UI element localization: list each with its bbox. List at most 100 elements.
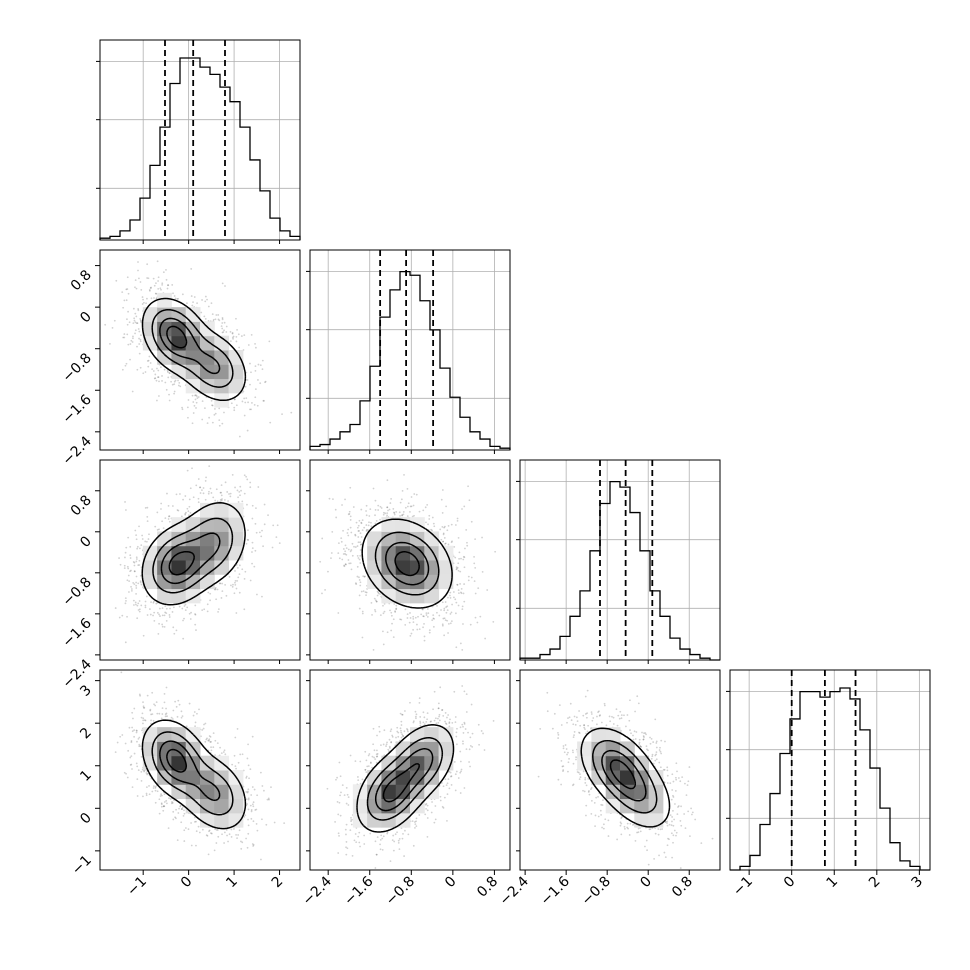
sample-point	[144, 507, 147, 509]
sample-point	[356, 565, 359, 568]
sample-point	[147, 277, 150, 280]
sample-point	[251, 402, 253, 404]
sample-point	[138, 600, 141, 602]
sample-point	[160, 717, 163, 720]
sample-point	[149, 287, 152, 289]
sample-point	[637, 831, 640, 834]
sample-point	[151, 790, 154, 793]
sample-point	[339, 775, 342, 778]
sample-point	[222, 751, 225, 753]
sample-point	[251, 735, 254, 738]
sample-point	[208, 830, 210, 833]
sample-point	[140, 583, 143, 586]
sample-point	[156, 367, 158, 370]
sample-point	[134, 312, 137, 315]
sample-point	[404, 506, 407, 509]
sample-point	[409, 505, 412, 508]
sample-point	[237, 333, 240, 336]
sample-point	[655, 753, 658, 756]
sample-point	[223, 749, 226, 752]
contour-line	[361, 518, 453, 609]
sample-point	[247, 344, 250, 346]
sample-point	[449, 771, 452, 774]
sample-point	[153, 377, 156, 380]
sample-point	[442, 807, 445, 809]
sample-point	[330, 552, 333, 554]
sample-point	[144, 371, 147, 373]
sample-point	[158, 607, 161, 610]
sample-point	[164, 517, 167, 520]
sample-point	[359, 543, 362, 546]
sample-point	[337, 832, 340, 835]
sample-point	[465, 693, 468, 696]
sample-point	[449, 597, 452, 599]
sample-point	[483, 749, 486, 751]
sample-point	[160, 803, 163, 806]
sample-point	[158, 798, 161, 801]
sample-point	[643, 732, 645, 735]
density-cell	[381, 798, 397, 814]
sample-point	[136, 740, 138, 743]
sample-point	[182, 637, 185, 640]
sample-point	[350, 549, 353, 551]
sample-point	[331, 530, 334, 533]
sample-point	[146, 360, 149, 362]
sample-point	[281, 413, 283, 416]
sample-point	[113, 319, 116, 322]
sample-point	[438, 713, 441, 716]
sample-point	[225, 325, 228, 328]
sample-point	[457, 777, 460, 779]
sample-point	[344, 828, 347, 831]
sample-point	[443, 525, 446, 528]
sample-point	[392, 618, 395, 621]
sample-point	[443, 609, 446, 612]
sample-point	[582, 789, 584, 792]
sample-point	[373, 597, 376, 600]
sample-point	[602, 799, 604, 802]
sample-point	[458, 551, 461, 554]
sample-point	[192, 496, 195, 499]
sample-point	[654, 759, 657, 762]
x-tick-label: 0.8	[669, 874, 696, 901]
sample-point	[152, 719, 155, 722]
sample-point	[455, 601, 458, 604]
sample-point	[428, 629, 431, 632]
sample-point	[204, 295, 207, 298]
sample-point	[237, 501, 240, 503]
sample-point	[664, 821, 667, 824]
sample-point	[207, 853, 210, 856]
sample-point	[455, 646, 458, 649]
sample-point	[347, 528, 350, 531]
sample-point	[468, 748, 471, 751]
sample-point	[447, 543, 450, 546]
sample-point	[585, 732, 587, 735]
sample-point	[199, 486, 201, 489]
density-cell	[395, 574, 411, 590]
sample-point	[650, 757, 653, 760]
sample-point	[197, 396, 200, 398]
sample-point	[397, 731, 400, 734]
density-cell	[367, 574, 382, 590]
sample-point	[147, 365, 150, 368]
sample-point	[599, 714, 601, 716]
sample-point	[361, 612, 364, 615]
sample-point	[409, 701, 411, 704]
sample-point	[360, 590, 363, 593]
sample-point	[272, 524, 275, 527]
sample-point	[230, 584, 232, 587]
sample-point	[419, 720, 422, 723]
sample-point	[628, 834, 631, 836]
sample-point	[459, 570, 462, 573]
sample-point	[238, 490, 241, 493]
sample-point	[186, 406, 189, 409]
sample-point	[124, 551, 127, 554]
sample-point	[380, 507, 383, 509]
sample-point	[290, 411, 293, 414]
sample-point	[397, 842, 400, 844]
sample-point	[193, 711, 196, 713]
sample-point	[223, 329, 225, 332]
sample-point	[339, 814, 342, 817]
sample-point	[461, 508, 463, 510]
sample-point	[151, 713, 154, 716]
sample-point	[166, 802, 168, 805]
